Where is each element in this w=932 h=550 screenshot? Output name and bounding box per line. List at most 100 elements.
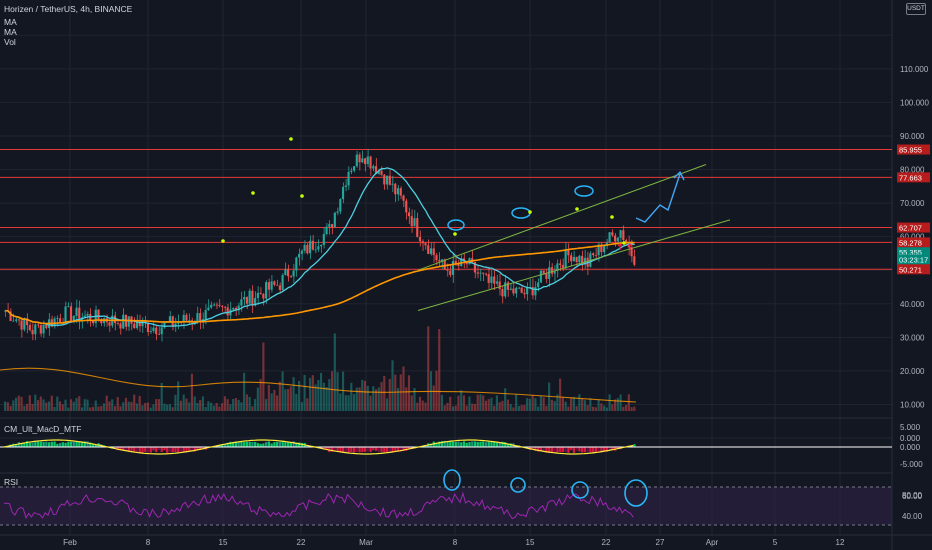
macd-histogram-bar: [344, 447, 347, 453]
macd-histogram-bar: [586, 447, 589, 452]
volume-bar: [45, 402, 48, 411]
ma-legend-1[interactable]: MA: [4, 17, 17, 27]
volume-bar: [372, 386, 375, 411]
macd-histogram-bar: [446, 442, 449, 447]
macd-histogram-bar: [188, 447, 191, 452]
volume-bar: [243, 372, 246, 411]
price-label-badge: [897, 172, 930, 183]
macd-histogram-bar: [130, 447, 133, 451]
symbol-title[interactable]: Horizen / TetherUS, 4h, BINANCE: [4, 4, 133, 14]
horizontal-levels[interactable]: [0, 149, 892, 270]
volume-bar: [432, 385, 435, 411]
candle-body: [545, 273, 548, 279]
volume-bar: [614, 399, 617, 411]
candle-body: [594, 255, 597, 256]
volume-bar: [67, 407, 70, 411]
candle-body: [383, 174, 386, 185]
slow-ma-line: [5, 241, 635, 325]
candle-body: [564, 249, 567, 268]
candle-body: [311, 240, 314, 250]
candle-body: [399, 188, 402, 196]
candle-body: [122, 314, 125, 329]
volume-bar: [196, 402, 199, 411]
volume-bar: [207, 401, 210, 411]
macd-histogram-bar: [578, 447, 581, 452]
macd-histogram-bar: [58, 443, 62, 447]
macd-title[interactable]: CM_Ult_MacD_MTF: [4, 424, 82, 434]
volume-bar: [91, 406, 95, 411]
volume-bar: [440, 394, 444, 411]
volume-bar: [564, 401, 567, 411]
macd-histogram-bar: [559, 447, 562, 453]
price-candles[interactable]: [4, 148, 636, 342]
macd-histogram-bar: [287, 441, 290, 447]
volume-bar: [25, 403, 29, 411]
volume-bar: [341, 371, 345, 411]
volume-bar: [36, 400, 40, 411]
volume-bar: [218, 406, 221, 411]
macd-histogram-bar: [248, 441, 251, 447]
macd-histogram-bar: [113, 447, 117, 449]
candle-body: [600, 244, 603, 253]
volume-bar: [201, 396, 204, 411]
macd-histogram-bar: [504, 442, 507, 447]
candle-body: [410, 216, 413, 227]
ma-legend-2[interactable]: MA: [4, 27, 17, 37]
rsi-title[interactable]: RSI: [4, 477, 19, 487]
macd-histogram-bar: [14, 445, 18, 447]
user-drawings[interactable]: [221, 137, 731, 311]
candle-body: [174, 323, 177, 327]
volume-bar: [155, 399, 158, 411]
price-label-badge: [897, 144, 930, 155]
volume-bar: [113, 406, 117, 411]
macd-histogram-bar: [50, 441, 53, 447]
macd-histogram-bar: [440, 441, 444, 447]
macd-histogram-bar: [61, 442, 64, 447]
candle-body: [380, 170, 383, 175]
macd-histogram-bar: [369, 447, 372, 453]
macd-histogram-bar: [394, 447, 397, 452]
candle-body: [262, 294, 265, 299]
vol-legend[interactable]: Vol: [4, 37, 16, 47]
macd-histogram-bar: [28, 442, 31, 447]
volume-bar: [396, 388, 400, 411]
macd-histogram-bar: [372, 447, 375, 451]
volume-bar: [592, 406, 595, 411]
candle-body: [226, 307, 229, 316]
volume-bar: [424, 402, 427, 411]
volume-bar: [58, 401, 62, 411]
candle-body: [322, 234, 325, 246]
macd-histogram-bar: [597, 447, 600, 453]
time-axis[interactable]: Feb 8 15 22 Mar 8 15 22 27 Apr 5 12: [63, 538, 845, 547]
volume-bar: [80, 407, 84, 411]
candle-body: [289, 276, 292, 278]
volume-bar: [438, 329, 441, 411]
currency-badge[interactable]: USDT: [906, 3, 926, 15]
price-label-text: 50.271: [899, 265, 922, 274]
volume-bar: [292, 377, 295, 411]
price-axis[interactable]: 110.000 100.000 90.000 80.000 70.000 60.000 50…: [897, 65, 930, 521]
candle-body: [4, 310, 7, 312]
volume-bar: [111, 399, 114, 411]
candle-body: [501, 289, 504, 297]
volume-bar: [603, 405, 606, 411]
price-label-text: 03:23:17: [899, 255, 928, 264]
volume-bar: [144, 402, 147, 411]
candle-body: [330, 224, 334, 228]
macd-histogram-bar: [482, 441, 485, 447]
macd-histogram-bar: [556, 447, 559, 453]
volume-bar: [61, 404, 64, 411]
candle-body: [314, 249, 317, 251]
macd-histogram-bar: [451, 441, 455, 447]
volume-bar: [586, 405, 589, 411]
price-tick-label: 10.000: [900, 400, 925, 409]
candle-body: [572, 256, 575, 262]
volume-bar: [347, 395, 350, 411]
price-tick-label: 60.000: [900, 233, 925, 242]
macd-histogram-bar: [460, 442, 463, 447]
volume-bar: [611, 404, 614, 411]
macd-histogram-bar: [47, 442, 51, 447]
candle-body: [350, 170, 353, 172]
